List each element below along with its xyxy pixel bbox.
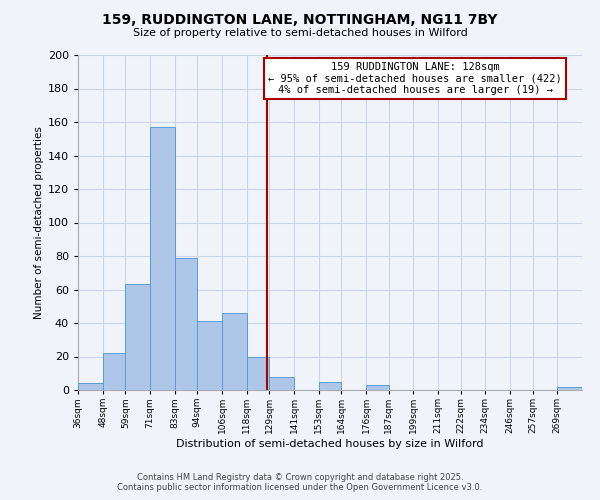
Text: Size of property relative to semi-detached houses in Wilford: Size of property relative to semi-detach… [133,28,467,38]
Bar [125,284,150,390]
Bar [557,386,582,390]
Bar [175,258,197,390]
Bar [247,356,269,390]
Bar [319,382,341,390]
Bar [78,384,103,390]
Bar [103,353,125,390]
Bar [197,322,222,390]
Bar [150,127,175,390]
Bar [222,313,247,390]
Text: 159, RUDDINGTON LANE, NOTTINGHAM, NG11 7BY: 159, RUDDINGTON LANE, NOTTINGHAM, NG11 7… [102,12,498,26]
Bar [269,376,294,390]
Bar [366,385,389,390]
X-axis label: Distribution of semi-detached houses by size in Wilford: Distribution of semi-detached houses by … [176,439,484,449]
Y-axis label: Number of semi-detached properties: Number of semi-detached properties [34,126,44,319]
Text: Contains HM Land Registry data © Crown copyright and database right 2025.
Contai: Contains HM Land Registry data © Crown c… [118,473,482,492]
Text: 159 RUDDINGTON LANE: 128sqm
← 95% of semi-detached houses are smaller (422)
4% o: 159 RUDDINGTON LANE: 128sqm ← 95% of sem… [268,62,562,95]
